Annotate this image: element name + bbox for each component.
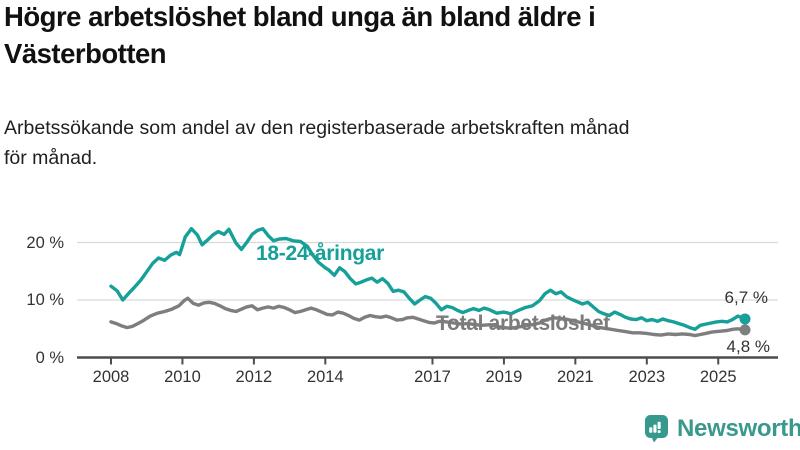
x-tick-label: 2017 — [414, 368, 451, 386]
chart-subtitle: Arbetssökande som andel av den registerb… — [4, 113, 792, 173]
y-tick-label: 20 % — [26, 233, 64, 252]
end-value-label-total: 4,8 % — [726, 337, 770, 356]
x-tick-label: 2021 — [557, 368, 594, 386]
x-tick-label: 2008 — [92, 368, 130, 386]
newsworthy-logo: Newsworthy — [644, 414, 800, 443]
chart-title-line2: Västerbotten — [4, 38, 167, 69]
x-tick-label: 2019 — [485, 368, 523, 386]
chart-title-line1: Högre arbetslöshet bland unga än bland ä… — [4, 1, 596, 32]
end-value-label-18-24: 6,7 % — [724, 288, 768, 307]
series-label-total: Total arbetslöshet — [436, 312, 610, 335]
x-tick-label: 2012 — [235, 368, 273, 386]
x-tick-label: 2023 — [628, 368, 666, 386]
y-tick-label: 0 % — [35, 348, 64, 367]
series-label-18-24: 18-24-åringar — [256, 242, 384, 265]
newsworthy-icon — [645, 415, 668, 443]
y-tick-label: 10 % — [26, 291, 64, 309]
chart-subtitle-line1: Arbetssökande som andel av den registerb… — [4, 117, 630, 139]
x-tick-label: 2010 — [164, 368, 201, 386]
chart-title: Högre arbetslöshet bland unga än bland ä… — [4, 0, 792, 72]
chart-subtitle-line2: för månad. — [4, 147, 98, 169]
x-tick-label: 2014 — [306, 368, 344, 386]
newsworthy-wordmark: Newsworthy — [677, 414, 800, 442]
x-tick-label: 2025 — [699, 368, 737, 386]
